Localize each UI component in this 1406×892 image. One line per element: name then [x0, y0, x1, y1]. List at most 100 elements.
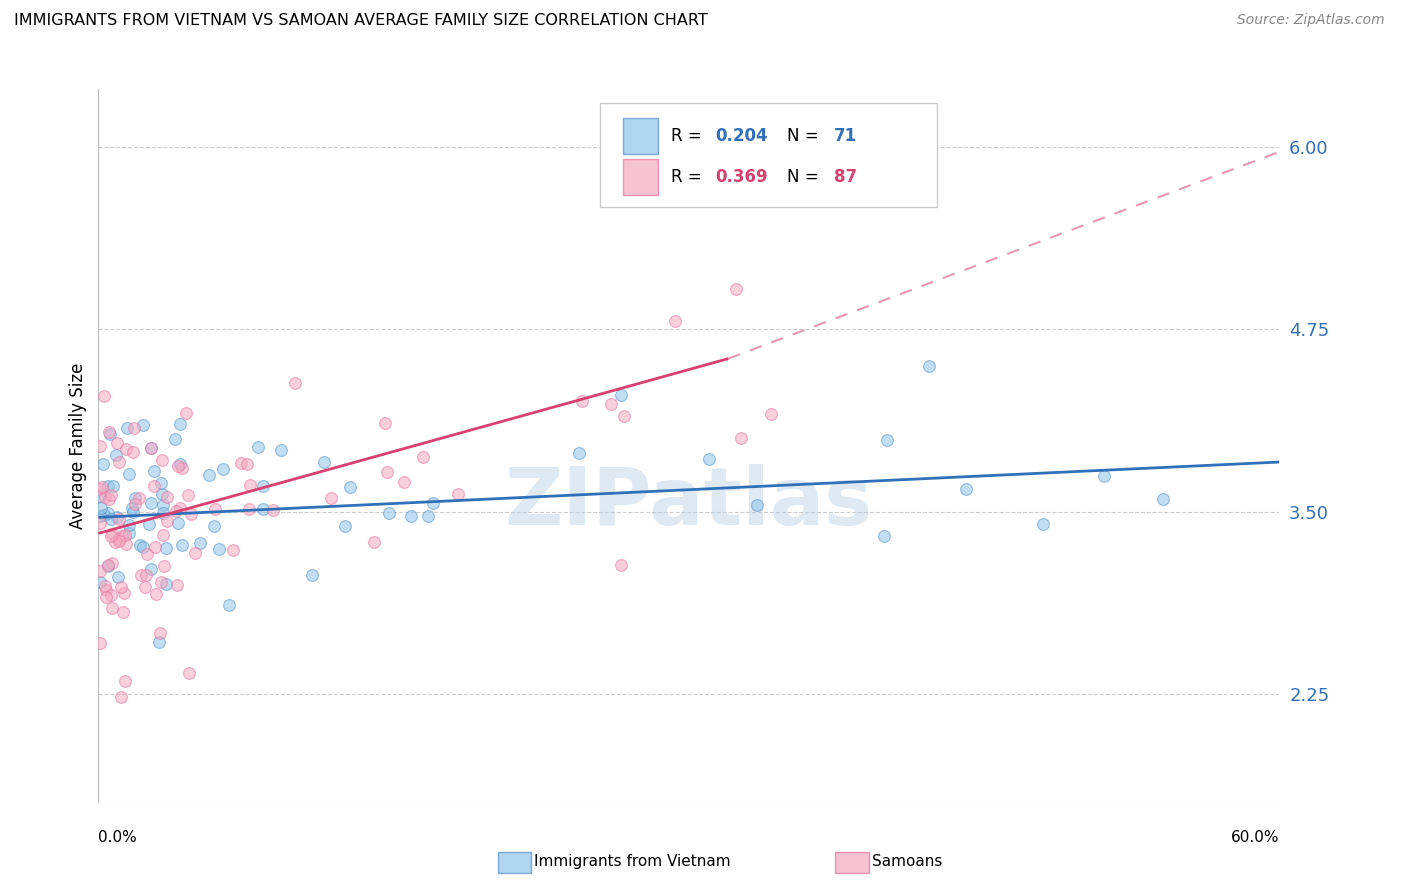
Point	[399, 509, 422, 524]
Point	[218, 599, 240, 613]
Point	[571, 393, 593, 408]
Point	[107, 455, 129, 469]
Point	[121, 501, 143, 516]
Point	[222, 542, 245, 557]
Point	[98, 425, 121, 439]
Point	[155, 541, 177, 556]
Point	[101, 601, 124, 615]
Point	[152, 528, 174, 542]
Point	[374, 416, 396, 430]
Point	[198, 468, 221, 483]
Point	[377, 465, 399, 479]
Point	[122, 444, 145, 458]
Point	[112, 586, 135, 600]
Point	[89, 575, 111, 590]
Text: 0.0%: 0.0%	[98, 830, 138, 845]
Point	[89, 516, 111, 530]
Point	[124, 491, 146, 505]
Point	[730, 431, 752, 445]
Point	[155, 577, 177, 591]
Point	[568, 446, 591, 460]
Point	[153, 559, 176, 574]
Point	[725, 282, 748, 296]
Point	[124, 497, 146, 511]
Point	[180, 507, 202, 521]
Point	[97, 558, 120, 572]
Point	[114, 673, 136, 688]
Point	[333, 519, 356, 533]
Point	[94, 490, 117, 504]
Point	[93, 457, 115, 471]
Point	[447, 487, 470, 501]
Point	[610, 558, 633, 572]
Point	[169, 500, 191, 515]
Point	[100, 488, 122, 502]
Point	[143, 479, 166, 493]
Point	[172, 538, 194, 552]
Point	[1152, 492, 1174, 507]
Text: ZIPatlas: ZIPatlas	[505, 464, 873, 542]
Point	[97, 479, 120, 493]
Point	[1092, 468, 1115, 483]
Point	[135, 567, 157, 582]
Point	[118, 467, 141, 481]
FancyBboxPatch shape	[623, 119, 658, 154]
Text: IMMIGRANTS FROM VIETNAM VS SAMOAN AVERAGE FAMILY SIZE CORRELATION CHART: IMMIGRANTS FROM VIETNAM VS SAMOAN AVERAG…	[14, 13, 707, 29]
Point	[101, 479, 124, 493]
Point	[104, 449, 127, 463]
Point	[236, 458, 259, 472]
Point	[100, 588, 122, 602]
Point	[93, 389, 115, 403]
Point	[363, 535, 385, 549]
Point	[699, 451, 721, 466]
Point	[262, 503, 284, 517]
Point	[239, 478, 262, 492]
Point	[169, 458, 191, 472]
Point	[104, 534, 127, 549]
Point	[118, 526, 141, 541]
Point	[212, 461, 235, 475]
Point	[312, 455, 335, 469]
Point	[129, 568, 152, 582]
Point	[89, 482, 111, 496]
Point	[89, 635, 111, 649]
Point	[100, 512, 122, 526]
Point	[132, 540, 155, 554]
Point	[149, 625, 172, 640]
Point	[150, 452, 173, 467]
Point	[876, 434, 898, 448]
Point	[100, 529, 122, 543]
Point	[98, 491, 121, 506]
Point	[207, 541, 229, 556]
Text: Immigrants from Vietnam: Immigrants from Vietnam	[534, 855, 731, 869]
Point	[252, 479, 274, 493]
Point	[110, 690, 132, 704]
Point	[918, 359, 941, 374]
Point	[170, 460, 193, 475]
Point	[115, 536, 138, 550]
Text: N =: N =	[787, 168, 824, 186]
Point	[89, 489, 111, 503]
Point	[169, 417, 191, 432]
Point	[247, 440, 270, 454]
Point	[165, 504, 187, 518]
Point	[107, 435, 129, 450]
Point	[339, 480, 361, 494]
Point	[97, 506, 120, 520]
Point	[238, 502, 260, 516]
Point	[139, 562, 162, 576]
Point	[107, 570, 129, 584]
Point	[955, 482, 977, 496]
Point	[613, 409, 636, 423]
Point	[108, 512, 131, 526]
Point	[145, 586, 167, 600]
Point	[115, 442, 138, 457]
Point	[319, 491, 342, 505]
Point	[121, 505, 143, 519]
Point	[188, 536, 211, 550]
Text: R =: R =	[671, 168, 707, 186]
Point	[143, 464, 166, 478]
Text: 71: 71	[834, 128, 858, 145]
Point	[108, 533, 131, 548]
Point	[177, 666, 200, 681]
